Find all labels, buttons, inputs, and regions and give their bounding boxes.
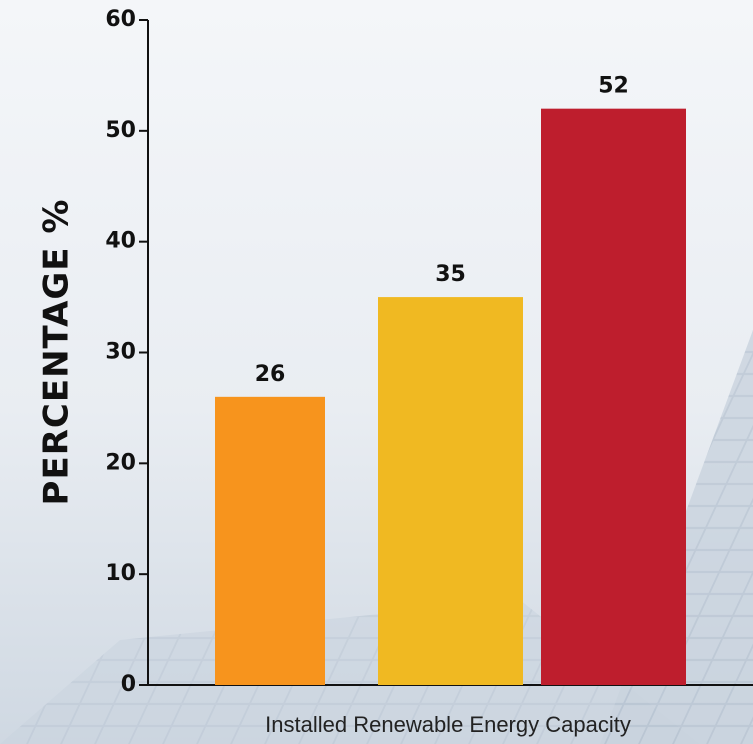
y-tick-label: 30 xyxy=(105,340,136,365)
y-axis-label: PERCENTAGE % xyxy=(37,199,77,506)
y-tick-label: 60 xyxy=(105,7,136,32)
bar xyxy=(541,108,686,685)
value-label: 35 xyxy=(435,262,466,287)
y-tick-label: 20 xyxy=(105,450,136,475)
bar xyxy=(378,297,523,685)
value-label: 26 xyxy=(255,362,286,387)
y-tick-label: 40 xyxy=(105,229,136,254)
bar xyxy=(215,396,325,685)
y-tick-label: 0 xyxy=(121,672,136,697)
y-tick-label: 10 xyxy=(105,561,136,586)
solar-panel xyxy=(0,600,700,744)
value-label: 52 xyxy=(598,74,629,99)
x-axis-label: Installed Renewable Energy Capacity xyxy=(265,712,631,737)
y-tick-label: 50 xyxy=(105,118,136,143)
